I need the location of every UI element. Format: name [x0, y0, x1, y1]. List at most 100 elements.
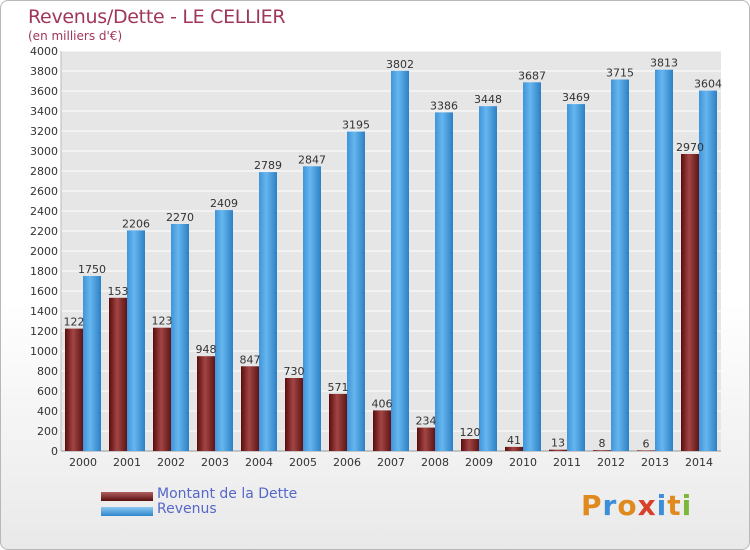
y-tick-label: 1000 — [30, 345, 58, 358]
y-tick-label: 200 — [37, 425, 58, 438]
bar-revenue — [259, 172, 277, 451]
bar-debt — [593, 450, 611, 451]
y-tick-label: 3800 — [30, 65, 58, 78]
bar-debt — [329, 393, 347, 451]
bar-revenue — [435, 112, 453, 452]
x-tick-label: 2013 — [641, 456, 669, 469]
bar-revenue — [699, 90, 717, 451]
bar-debt — [241, 366, 259, 451]
data-label-debt: 41 — [507, 434, 521, 447]
data-label-revenue: 2206 — [122, 217, 150, 230]
bar-debt — [109, 297, 127, 451]
bar-debt — [373, 410, 391, 451]
data-label-revenue: 3195 — [342, 119, 370, 132]
bar-debt — [549, 449, 567, 451]
data-label-debt: 123 — [152, 315, 173, 328]
bar-debt — [153, 327, 171, 451]
bar-revenue — [171, 224, 189, 451]
bar-revenue — [479, 106, 497, 451]
x-tick-label: 2010 — [509, 456, 537, 469]
data-label-debt: 730 — [284, 365, 305, 378]
bar-revenue — [127, 230, 145, 451]
y-tick-label: 3200 — [30, 125, 58, 138]
x-tick-label: 2001 — [113, 456, 141, 469]
y-tick-label: 2200 — [30, 225, 58, 238]
data-label-debt: 234 — [416, 415, 437, 428]
y-tick-label: 800 — [37, 365, 58, 378]
bar-revenue — [215, 210, 233, 451]
data-label-debt: 8 — [599, 437, 606, 450]
bar-revenue — [83, 276, 101, 451]
bar-revenue — [303, 166, 321, 452]
logo-letter: t — [667, 489, 682, 522]
bar-revenue — [567, 104, 585, 451]
x-tick-label: 2008 — [421, 456, 449, 469]
bar-debt — [681, 154, 699, 451]
data-label-debt: 406 — [372, 397, 393, 410]
data-label-revenue: 3448 — [474, 93, 502, 106]
y-tick-label: 2400 — [30, 205, 58, 218]
data-label-revenue: 3687 — [518, 69, 546, 82]
y-tick-label: 2600 — [30, 185, 58, 198]
y-tick-label: 1200 — [30, 325, 58, 338]
data-label-debt: 6 — [643, 437, 650, 450]
x-tick-label: 2000 — [69, 456, 97, 469]
logo-letter: x — [637, 489, 657, 522]
y-tick-label: 1400 — [30, 305, 58, 318]
bar-debt — [65, 328, 83, 451]
data-label-revenue: 2270 — [166, 211, 194, 224]
y-tick-label: 3600 — [30, 85, 58, 98]
y-tick-label: 4000 — [30, 45, 58, 58]
data-label-revenue: 3469 — [562, 91, 590, 104]
legend-swatch-revenue — [101, 507, 153, 516]
logo-letter: P — [581, 489, 603, 522]
bar-revenue — [347, 131, 365, 451]
y-tick-label: 1600 — [30, 285, 58, 298]
logo-letter: i — [681, 489, 693, 522]
chart-subtitle: (en milliers d'€) — [28, 29, 123, 43]
data-label-revenue: 1750 — [78, 263, 106, 276]
y-tick-label: 600 — [37, 385, 58, 398]
bar-debt — [285, 378, 303, 451]
bar-revenue — [391, 70, 409, 452]
data-label-revenue: 3813 — [650, 57, 678, 70]
data-label-revenue: 3802 — [386, 58, 414, 71]
data-label-revenue: 3604 — [694, 78, 722, 91]
proxiti-logo: Proxiti — [581, 489, 692, 522]
data-label-debt: 13 — [551, 437, 565, 450]
bar-debt — [637, 450, 655, 451]
x-tick-label: 2014 — [685, 456, 713, 469]
y-tick-label: 2800 — [30, 165, 58, 178]
y-tick-label: 400 — [37, 405, 58, 418]
x-tick-label: 2009 — [465, 456, 493, 469]
x-tick-label: 2007 — [377, 456, 405, 469]
x-tick-label: 2012 — [597, 456, 625, 469]
data-label-revenue: 2409 — [210, 197, 238, 210]
legend-label-revenue: Revenus — [157, 501, 217, 517]
logo-letter: r — [602, 489, 618, 522]
x-tick-label: 2004 — [245, 456, 273, 469]
x-tick-label: 2006 — [333, 456, 361, 469]
bar-revenue — [523, 82, 541, 452]
bar-debt — [197, 356, 215, 451]
data-label-debt: 847 — [240, 353, 261, 366]
data-label-revenue: 2847 — [298, 153, 326, 166]
logo-letter: i — [656, 489, 668, 522]
data-label-debt: 120 — [460, 426, 481, 439]
y-tick-label: 0 — [51, 445, 58, 458]
y-tick-label: 2000 — [30, 245, 58, 258]
data-label-debt: 2970 — [676, 141, 704, 154]
bar-debt — [417, 427, 435, 451]
legend-label-debt: Montant de la Dette — [157, 486, 298, 502]
legend-swatch-debt — [101, 492, 153, 501]
data-label-debt: 948 — [196, 343, 217, 356]
chart-title: Revenus/Dette - LE CELLIER — [28, 6, 286, 28]
data-label-debt: 571 — [328, 381, 349, 394]
data-label-revenue: 3715 — [606, 67, 634, 80]
x-tick-label: 2002 — [157, 456, 185, 469]
x-tick-label: 2005 — [289, 456, 317, 469]
data-label-debt: 153 — [108, 285, 129, 298]
x-tick-label: 2011 — [553, 456, 581, 469]
y-tick-label: 1800 — [30, 265, 58, 278]
